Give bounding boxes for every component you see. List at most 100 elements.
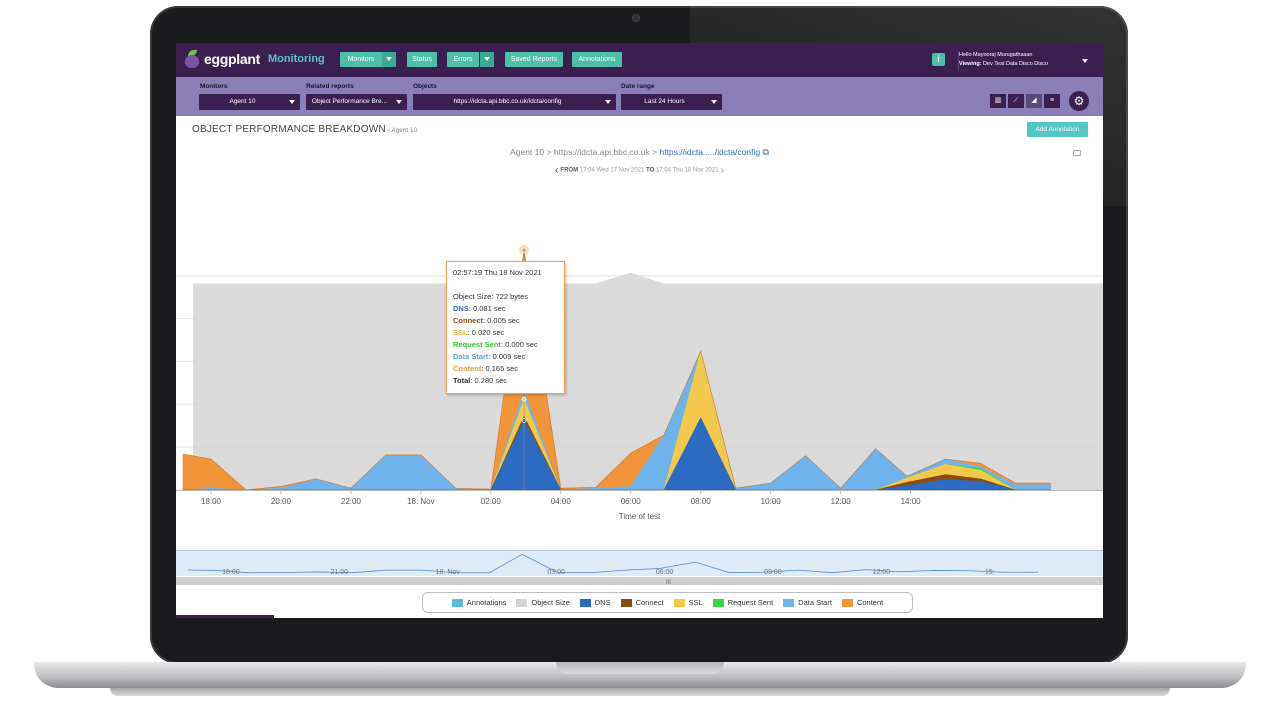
breadcrumb-agent[interactable]: Agent 10	[510, 147, 545, 157]
tt-total-label: Total	[453, 376, 471, 385]
to-value: 17:04 Thu 18 Nov 2021	[655, 167, 719, 174]
tt-total-value: : 0.280 sec	[470, 376, 508, 385]
x-tick-label: 08:00	[691, 497, 712, 506]
x-axis-title: Time of test	[618, 512, 661, 521]
tt-object-size-value: : 722 bytes	[491, 292, 529, 301]
legend-label: Content	[856, 598, 884, 607]
next-range-icon[interactable]: ›	[720, 163, 725, 177]
navigator-tick-label: 12:00	[873, 569, 891, 576]
breadcrumb-path[interactable]: https://idcta...../idcta/config	[659, 147, 761, 157]
x-tick-label: 18. Nov	[407, 497, 435, 506]
list-view-icon[interactable]: ≡	[1044, 94, 1060, 108]
scrollbar-grip-icon[interactable]: III	[666, 580, 671, 586]
navigator-series-line	[187, 553, 1039, 574]
app-logo[interactable]: eggplant Monitoring	[184, 50, 325, 68]
navigator-tick-label: 18:00	[222, 569, 240, 576]
tt-object-size-label: Object Size	[453, 292, 492, 301]
legend-item-ssl[interactable]: SSL	[673, 598, 703, 607]
date-range-select[interactable]: Last 24 Hours	[621, 94, 722, 110]
breadcrumb-host[interactable]: https://idcta.api.bbc.co.uk	[553, 147, 650, 157]
navigator-tick-label: 15:	[985, 569, 995, 576]
tt-request-label: Request Sent	[453, 340, 501, 349]
tooltip-object-size: Object Size: 722 bytes	[453, 291, 558, 303]
legend-item-data-start[interactable]: Data Start	[783, 598, 832, 607]
tt-dns-value: : 0.081 sec	[468, 304, 506, 313]
page-subtitle: - Agent 10	[387, 128, 418, 134]
navigator-selection[interactable]	[176, 550, 1103, 576]
navigator-scrollbar[interactable]	[176, 577, 1103, 585]
page-title-text: OBJECT PERFORMANCE BREAKDOWN	[192, 124, 386, 135]
legend-item-annotations[interactable]: Annotations	[451, 598, 506, 607]
legend-item-request-sent[interactable]: Request Sent	[712, 598, 773, 607]
hover-series-point	[521, 418, 527, 424]
navigator-tick-label: 21:00	[331, 569, 349, 576]
tt-connect-value: : 0.005 sec	[483, 316, 520, 325]
annotations-button[interactable]: Annotations	[572, 52, 622, 67]
legend-item-content[interactable]: Content	[841, 598, 884, 607]
errors-dropdown-icon[interactable]	[480, 52, 494, 67]
breadcrumb-separator: >	[652, 147, 658, 157]
legend-swatch	[516, 598, 528, 607]
related-reports-select[interactable]: Object Performance Bre...	[306, 94, 407, 110]
x-tick-label: 06:00	[621, 497, 642, 506]
add-annotation-button[interactable]: Add Annotation	[1027, 122, 1088, 137]
x-tick-label: 18:00	[201, 497, 222, 506]
errors-button[interactable]: Errors	[447, 52, 479, 67]
main-chart[interactable]: 18:00 20:00 22:00 18. Nov 02:00 04:00 06:00 08:…	[176, 188, 1103, 528]
bar-chart-view-icon[interactable]: ▥	[990, 94, 1006, 108]
bottom-accent	[176, 615, 274, 618]
objects-select[interactable]: https://idcta.api.bbc.co.uk/idcta/config	[413, 94, 616, 110]
line-chart-view-icon[interactable]: ⟋	[1008, 94, 1024, 108]
from-value: 17:04 Wed 17 Nov 2021	[579, 167, 645, 174]
legend-swatch	[451, 598, 463, 607]
tooltip-time: 02:57:19 Thu 18 Nov 2021	[453, 268, 542, 277]
navigator-tick-label: 03:00	[547, 569, 565, 576]
legend-item-dns[interactable]: DNS	[579, 598, 611, 607]
tooltip-connect: Connect: 0.005 sec	[453, 315, 558, 327]
export-icon[interactable]	[1073, 150, 1081, 156]
legend-label: Data Start	[798, 598, 832, 607]
hover-point[interactable]	[521, 247, 527, 253]
reports-filter-label: Related reports	[306, 83, 354, 90]
range-navigator[interactable]: 18:00 21:00 18. Nov 03:00 06:00 09:00 12:00 15:…	[176, 550, 1103, 587]
x-tick-label: 12:00	[831, 497, 852, 506]
monitors-select[interactable]: Agent 10	[199, 94, 300, 110]
user-menu[interactable]: Hello Mayooraj Murugathasan Viewing: Dev…	[958, 51, 1103, 71]
previous-range-icon[interactable]: ‹	[554, 163, 559, 177]
legend-item-connect[interactable]: Connect	[620, 598, 664, 607]
x-tick-label: 22:00	[341, 497, 362, 506]
app-screen: eggplant Monitoring Monitors Status Erro…	[176, 43, 1103, 618]
external-link-icon[interactable]: ⧉	[762, 147, 769, 157]
legend-swatch	[783, 598, 795, 607]
user-greeting: Hello Mayooraj Murugathasan	[959, 52, 1033, 58]
navigator-tick-label: 06:00	[656, 569, 674, 576]
breadcrumb: Agent 10 > https://idcta.api.bbc.co.uk >…	[176, 147, 1103, 158]
info-icon[interactable]: i	[932, 53, 945, 66]
laptop-notch	[556, 662, 724, 674]
legend-swatch	[673, 598, 685, 607]
x-tick-label: 02:00	[481, 497, 502, 506]
logo-text: eggplant	[204, 51, 260, 67]
tt-request-value: : 0.000 sec	[500, 340, 538, 349]
tt-datastart-value: : 0.009 sec	[488, 352, 526, 361]
legend-item-object-size[interactable]: Object Size	[516, 598, 570, 607]
user-viewing: Viewing: Dev Test Data Disco Disco	[959, 61, 1048, 67]
to-label: TO	[646, 167, 655, 174]
status-button[interactable]: Status	[407, 52, 437, 67]
legend-label: Connect	[635, 598, 664, 607]
laptop-foot	[110, 688, 1170, 696]
saved-reports-button[interactable]: Saved Reports	[505, 52, 563, 67]
legend-label: SSL	[688, 598, 703, 607]
monitors-button[interactable]: Monitors	[340, 52, 382, 67]
monitors-dropdown-icon[interactable]	[382, 52, 396, 67]
area-chart-view-icon[interactable]: ◢	[1026, 94, 1042, 108]
x-tick-label: 04:00	[551, 497, 572, 506]
breadcrumb-separator: >	[546, 147, 552, 157]
user-menu-caret-icon[interactable]	[1082, 59, 1088, 63]
date-range-display: ‹ FROM 17:04 Wed 17 Nov 2021 TO 17:04 Th…	[176, 163, 1103, 177]
gear-icon[interactable]: ⚙	[1069, 91, 1089, 111]
navigator-tick-label: 09:00	[764, 569, 782, 576]
tt-datastart-label: Data Start	[453, 352, 489, 361]
objects-filter-label: Objects	[413, 83, 437, 90]
legend-swatch	[712, 598, 724, 607]
